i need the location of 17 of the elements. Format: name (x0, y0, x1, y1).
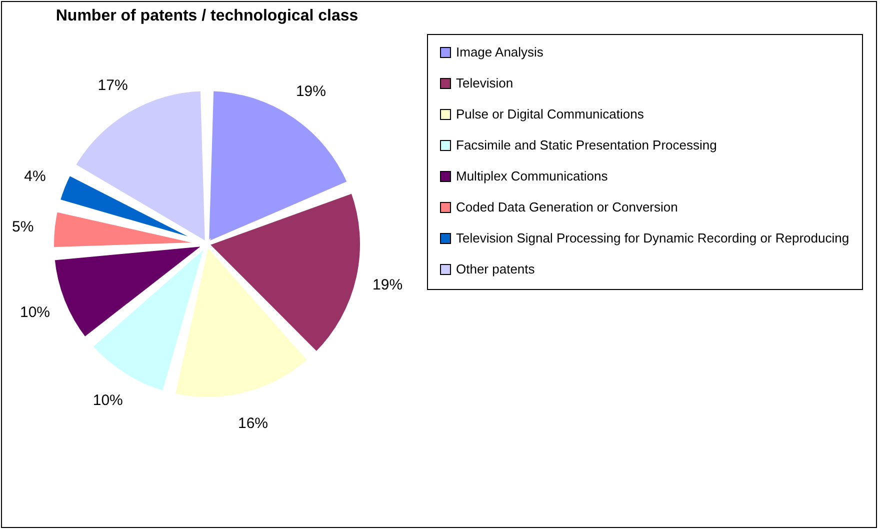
legend-label: Television (456, 76, 514, 90)
legend-label: Other patents (456, 262, 536, 276)
data-label: 16% (238, 415, 268, 432)
legend-label: Image Analysis (456, 44, 544, 60)
legend-label: Pulse or Digital Communications (456, 106, 644, 122)
data-label: 5% (12, 218, 34, 236)
data-label: 17% (98, 76, 128, 94)
data-label: 10% (20, 304, 50, 322)
legend-label: Coded Data Generation or Conversion (456, 200, 678, 214)
legend-label: Television Signal Processing for Dynamic Recording or Reproducing (456, 230, 850, 246)
legend-label: Facsimile and Static Presentation Processing (456, 138, 717, 152)
chart-title: Number of patents / technological class (56, 8, 358, 24)
data-label: 10% (92, 392, 123, 410)
legend-label: Multiplex Communications (456, 168, 608, 184)
data-label: 4% (24, 168, 46, 185)
data-label: 19% (296, 82, 326, 100)
data-label: 19% (372, 276, 403, 294)
